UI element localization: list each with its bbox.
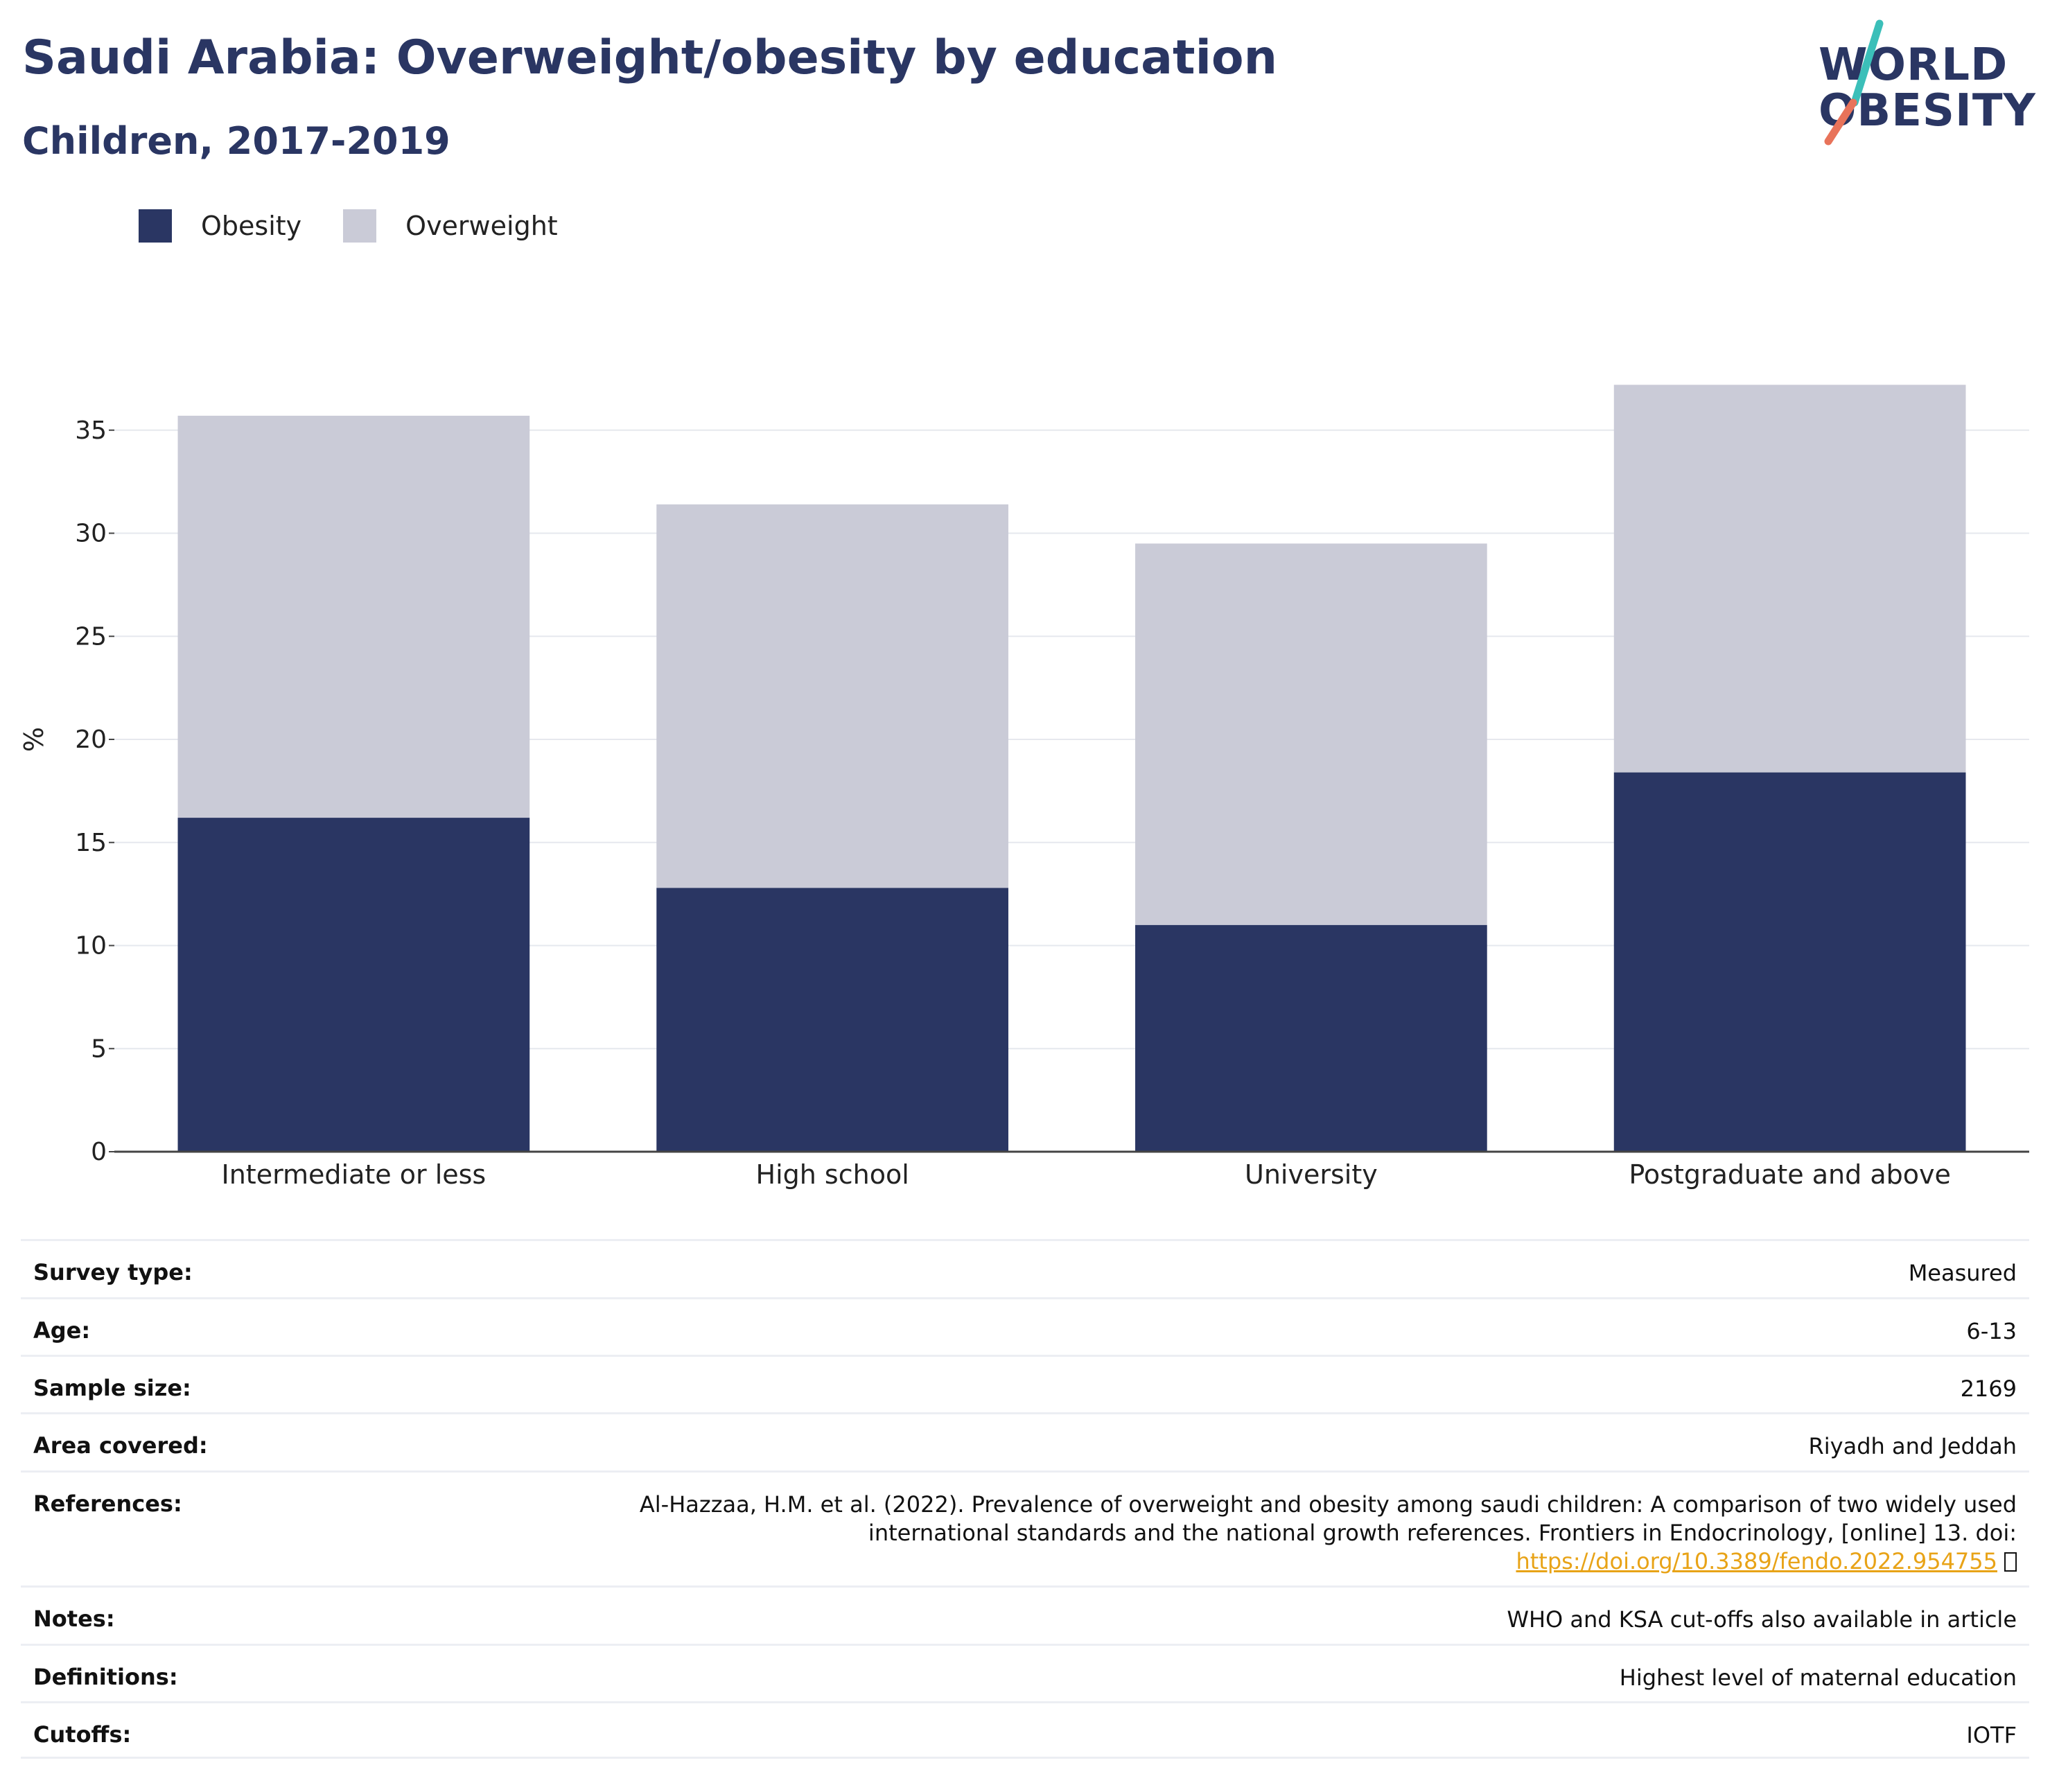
info-value: Riyadh and Jeddah: [1808, 1433, 2017, 1459]
info-label: References:: [33, 1491, 182, 1517]
bar-overweight-2: [656, 504, 1008, 888]
legend-label-overweight: Overweight: [405, 211, 558, 241]
logo-word-world: WORLD: [1819, 39, 2008, 91]
y-tick-label: 30: [75, 520, 107, 548]
doi-link[interactable]: https://doi.org/10.3389/fendo.2022.95475…: [1516, 1548, 1997, 1574]
info-label: Age:: [33, 1317, 91, 1344]
info-label: Sample size:: [33, 1375, 191, 1401]
info-row-notes: Notes: WHO and KSA cut-offs also availab…: [21, 1585, 2029, 1644]
survey-info-table: Survey type: Measured Age: 6-13 Sample s…: [21, 1239, 2029, 1759]
info-row-sample-size: Sample size: 2169: [21, 1355, 2029, 1412]
y-tick-label: 25: [75, 622, 107, 651]
info-row-area-covered: Area covered: Riyadh and Jeddah: [21, 1412, 2029, 1470]
bar-overweight-3: [1135, 543, 1487, 925]
info-row-cutoffs: Cutoffs: IOTF: [21, 1701, 2029, 1759]
y-tick-label: 20: [75, 726, 107, 754]
info-label: Cutoffs:: [33, 1721, 132, 1748]
info-value: 6-13: [1966, 1318, 2017, 1344]
info-value: 2169: [1960, 1376, 2017, 1402]
chart-legend: Obesity Overweight: [139, 207, 599, 245]
y-tick-label: 5: [91, 1035, 107, 1063]
x-tick-label: High school: [756, 1159, 909, 1190]
bar-overweight-1: [177, 415, 530, 818]
x-tick-label: University: [1245, 1159, 1378, 1190]
y-tick-label: 35: [75, 416, 107, 445]
chart-subtitle: Children, 2017-2019: [22, 119, 450, 163]
reference-text: Al-Hazzaa, H.M. et al. (2022). Prevalenc…: [639, 1491, 2017, 1546]
legend-item-overweight[interactable]: Overweight: [343, 209, 558, 243]
y-tick-label: 0: [91, 1138, 107, 1166]
x-tick-label: Intermediate or less: [222, 1159, 487, 1190]
info-row-definitions: Definitions: Highest level of maternal e…: [21, 1644, 2029, 1701]
world-obesity-logo[interactable]: WORLD OBESITY: [1810, 19, 2039, 151]
info-row-age: Age: 6-13: [21, 1297, 2029, 1355]
bar-obesity-4: [1613, 772, 1966, 1152]
legend-label-obesity: Obesity: [201, 211, 302, 241]
info-value: Measured: [1908, 1260, 2017, 1286]
y-tick-label: 15: [75, 829, 107, 857]
bar-overweight-4: [1613, 385, 1966, 773]
info-row-survey-type: Survey type: Measured: [21, 1239, 2029, 1297]
y-axis-label: %: [19, 727, 49, 752]
y-tick-label: 10: [75, 932, 107, 960]
bar-obesity-1: [177, 818, 530, 1152]
info-label: Area covered:: [33, 1432, 208, 1459]
legend-swatch-overweight: [343, 209, 377, 243]
info-value: IOTF: [1966, 1722, 2017, 1748]
info-value: WHO and KSA cut-offs also available in a…: [1507, 1606, 2017, 1633]
info-value: Highest level of maternal education: [1619, 1664, 2017, 1691]
legend-swatch-obesity: [139, 209, 172, 243]
bar-obesity-3: [1135, 924, 1487, 1152]
chart-title: Saudi Arabia: Overweight/obesity by educ…: [22, 30, 1277, 85]
reference-citation: Al-Hazzaa, H.M. et al. (2022). Prevalenc…: [631, 1473, 2017, 1576]
info-label: Definitions:: [33, 1664, 178, 1690]
x-tick-label: Postgraduate and above: [1629, 1159, 1950, 1190]
legend-item-obesity[interactable]: Obesity: [139, 209, 301, 243]
info-label: Notes:: [33, 1606, 115, 1632]
logo-slash-icon: [1824, 19, 1884, 146]
info-row-references: References: Al-Hazzaa, H.M. et al. (2022…: [21, 1470, 2029, 1585]
info-label: Survey type:: [33, 1259, 193, 1285]
stacked-bar-chart: 0 5 10 15 20 25 30 35% Intermediate or less High …: [19, 385, 2029, 1190]
external-link-icon[interactable]: [2004, 1552, 2017, 1572]
bar-obesity-2: [656, 888, 1008, 1152]
